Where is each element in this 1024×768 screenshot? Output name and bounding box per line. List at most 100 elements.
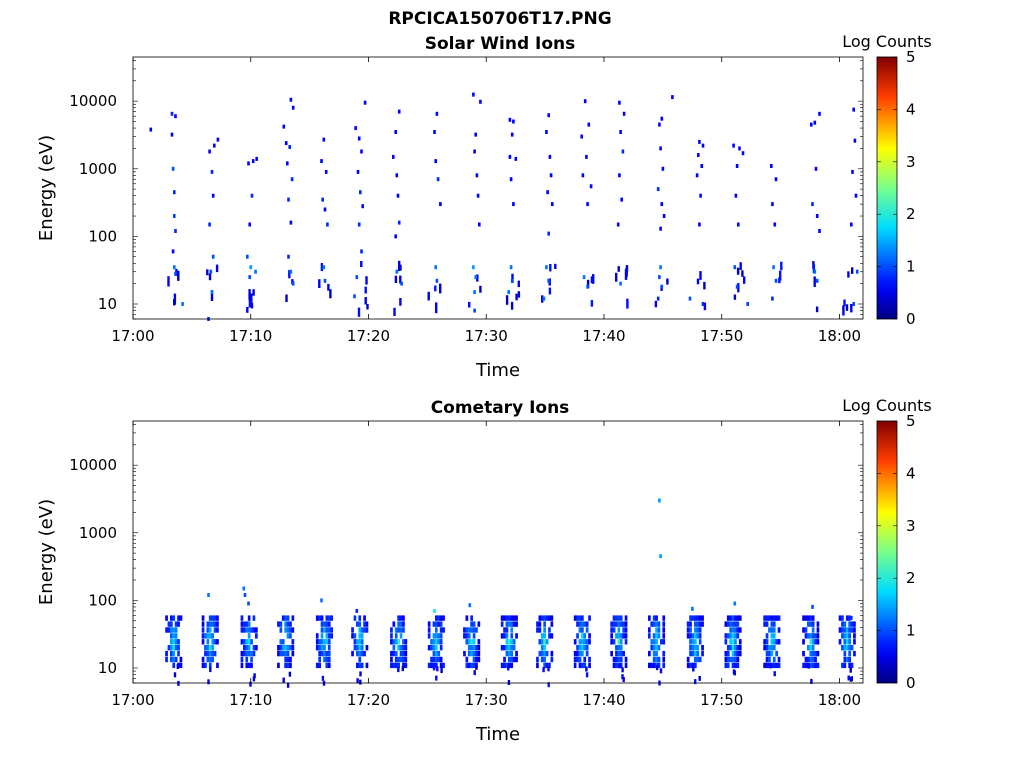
burst-cell (617, 627, 621, 633)
burst-cell (211, 621, 214, 627)
burst-cell (394, 639, 398, 645)
burst-cell (772, 656, 776, 663)
burst-cell (850, 627, 854, 633)
burst-column (686, 615, 704, 685)
burst-cell (843, 656, 847, 663)
burst-column (318, 263, 332, 299)
burst-cell (848, 615, 851, 621)
burst-cell (573, 639, 577, 645)
data-point (737, 222, 740, 227)
burst-cell (358, 656, 362, 663)
x-tick-label: 17:00 (111, 327, 154, 345)
burst-column (763, 615, 781, 677)
burst-cell (624, 615, 628, 621)
burst-cell (845, 656, 849, 663)
burst-cell (696, 633, 700, 639)
data-point (479, 99, 482, 104)
data-point (248, 222, 251, 227)
data-point (585, 154, 588, 159)
data-point (771, 296, 774, 301)
burst-cell (733, 294, 737, 300)
burst-cell (515, 633, 518, 639)
burst-cell (252, 650, 256, 657)
data-point (542, 296, 546, 301)
burst-cell (208, 273, 212, 281)
data-point (818, 111, 821, 116)
burst-cell (465, 615, 469, 621)
burst-cell (170, 656, 173, 663)
data-point (852, 302, 855, 306)
y-tick-label: 1000 (79, 160, 117, 178)
burst-cell (517, 291, 521, 298)
burst-cell (780, 261, 783, 271)
burst-cell (538, 621, 542, 627)
burst-cell (277, 645, 280, 651)
burst-cell (286, 633, 290, 639)
burst-cell (729, 621, 732, 627)
burst-cell (470, 615, 473, 621)
burst-cell (741, 270, 744, 277)
burst-cell (691, 633, 695, 639)
burst-cell (578, 662, 582, 669)
burst-cells (167, 260, 854, 317)
burst-cell (692, 666, 695, 672)
burst-cell (215, 264, 219, 273)
burst-cell (549, 264, 552, 272)
data-point (251, 159, 255, 164)
burst-cell (216, 662, 219, 669)
burst-cell (390, 627, 393, 633)
burst-cell (775, 615, 778, 621)
burst-cell (165, 650, 168, 657)
burst-cell (286, 627, 290, 633)
burst-cell (255, 627, 258, 633)
data-point (547, 278, 550, 283)
burst-cell (843, 633, 847, 639)
burst-column (615, 265, 629, 309)
data-point (173, 190, 176, 195)
burst-cell (554, 263, 557, 269)
data-point (207, 593, 210, 597)
burst-cell (619, 656, 623, 663)
burst-cell (622, 650, 625, 657)
burst-column (206, 264, 219, 301)
burst-cell (726, 662, 730, 669)
burst-cell (505, 615, 509, 621)
burst-cell (689, 633, 692, 639)
burst-cell (696, 621, 700, 627)
data-point (660, 284, 664, 289)
burst-cell (848, 662, 851, 669)
burst-cells (165, 615, 856, 688)
burst-cell (286, 650, 290, 657)
burst-cell (809, 633, 813, 639)
burst-cell (843, 645, 847, 651)
burst-cell (463, 633, 466, 639)
burst-cell (807, 663, 810, 669)
data-point (855, 269, 859, 274)
burst-cell (472, 633, 476, 639)
data-point (243, 593, 247, 597)
burst-cell (465, 656, 469, 663)
data-point (211, 193, 215, 198)
burst-cell (816, 627, 820, 633)
burst-cell (662, 650, 666, 657)
burst-cell (734, 639, 737, 645)
data-point (247, 161, 250, 166)
burst-cell (174, 645, 178, 651)
burst-cell (662, 621, 666, 627)
burst-cell (247, 662, 251, 669)
burst-cell (470, 627, 473, 633)
burst-cell (701, 621, 704, 627)
burst-cell (841, 621, 844, 627)
burst-cell (619, 615, 623, 621)
burst-cell (170, 645, 173, 651)
data-point (691, 606, 694, 611)
data-point (472, 92, 475, 97)
burst-cell (848, 633, 851, 639)
burst-cell (689, 621, 692, 627)
burst-cell (505, 295, 509, 305)
data-point (361, 204, 364, 209)
burst-cell (330, 627, 333, 633)
burst-cell (726, 650, 730, 657)
burst-cell (360, 633, 364, 639)
burst-cell (812, 264, 816, 274)
